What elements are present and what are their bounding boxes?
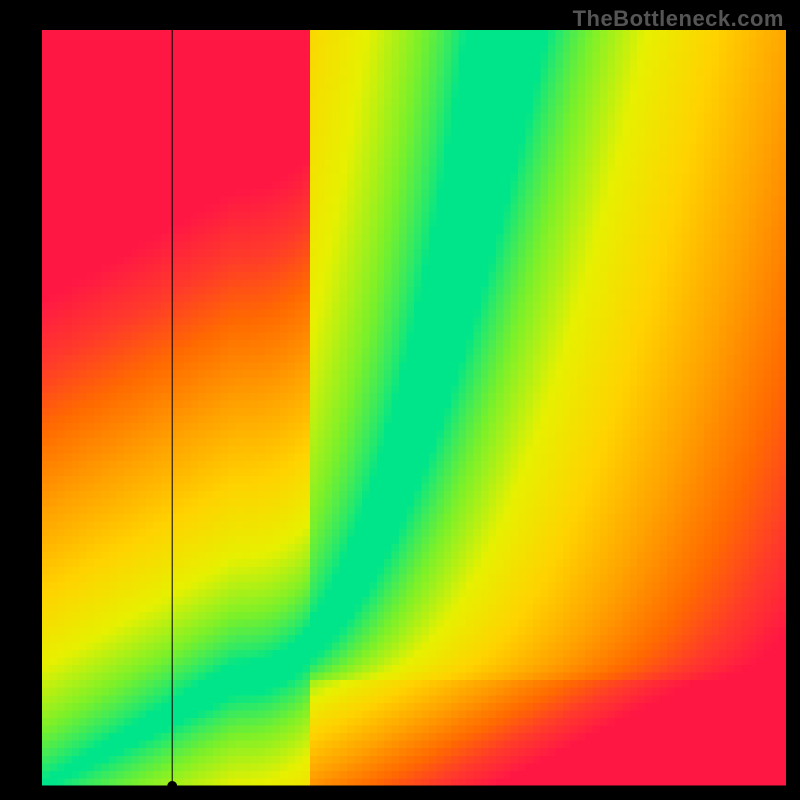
heatmap-canvas [42,30,786,786]
watermark-text: TheBottleneck.com [573,6,784,32]
chart-root: TheBottleneck.com [0,0,800,800]
plot-area [42,30,786,786]
